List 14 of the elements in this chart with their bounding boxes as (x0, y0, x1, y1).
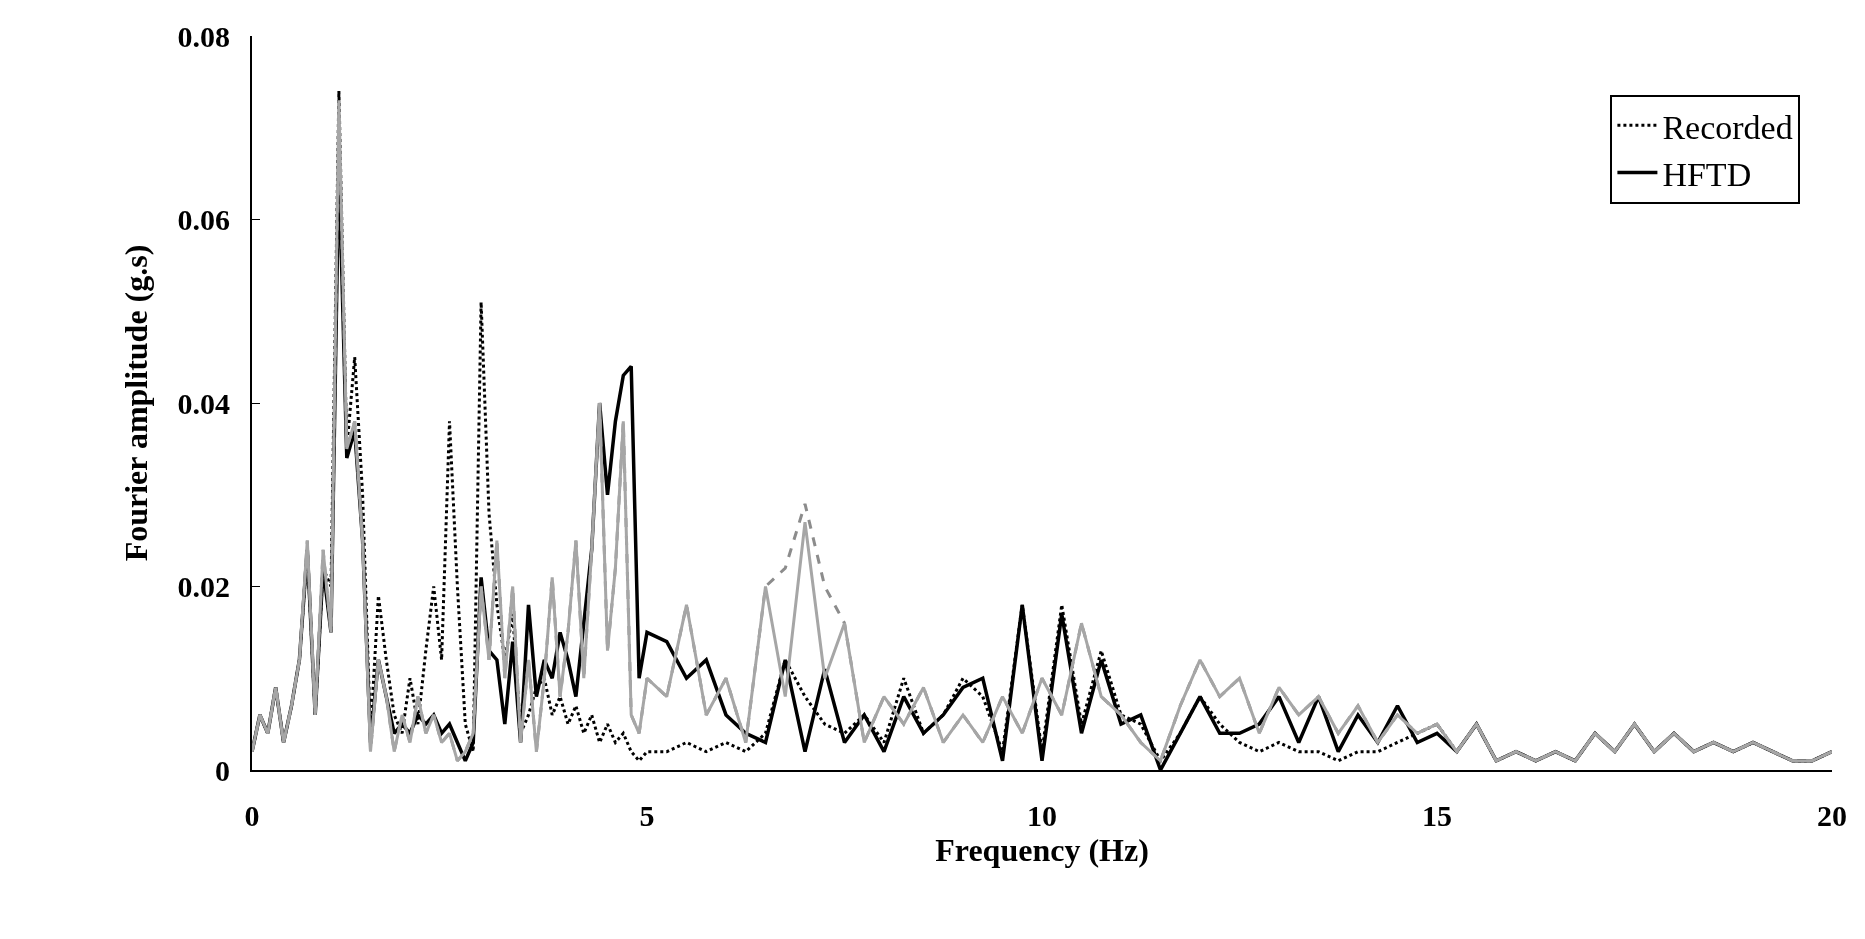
legend-label: HFTD (1662, 155, 1752, 193)
x-tick-label: 5 (639, 799, 655, 832)
legend-label: Recorded (1662, 108, 1793, 146)
y-tick-label: 0.04 (177, 386, 230, 420)
x-axis-title: Frequency (Hz) (935, 832, 1149, 868)
y-tick-label: 0 (215, 753, 230, 787)
x-tick-label: 20 (1817, 799, 1847, 832)
x-tick-label: 10 (1027, 799, 1057, 832)
x-tick-label: 15 (1422, 799, 1452, 832)
x-tick-label: 0 (244, 799, 260, 832)
y-axis-title: Fourier amplitude (g.s) (118, 244, 155, 562)
y-tick-label: 0.02 (177, 570, 230, 603)
y-tick-label: 0.06 (177, 203, 230, 236)
y-tick-label: 0.08 (177, 19, 230, 53)
